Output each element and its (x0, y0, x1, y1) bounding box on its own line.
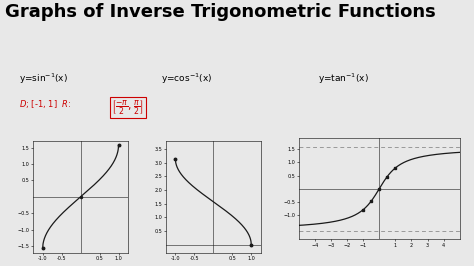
Text: y=sin$^{-1}$(x): y=sin$^{-1}$(x) (19, 72, 68, 86)
Text: y=tan$^{-1}$(x): y=tan$^{-1}$(x) (318, 72, 368, 86)
Text: $\left[\frac{-\pi}{2}, \frac{\pi}{2}\right]$: $\left[\frac{-\pi}{2}, \frac{\pi}{2}\rig… (111, 98, 144, 117)
Text: Graphs of Inverse Trigonometric Functions: Graphs of Inverse Trigonometric Function… (5, 3, 436, 21)
Text: y=cos$^{-1}$(x): y=cos$^{-1}$(x) (161, 72, 212, 86)
Text: $\it{D}$; [-1, 1]  $\it{R}$:: $\it{D}$; [-1, 1] $\it{R}$: (19, 98, 72, 110)
